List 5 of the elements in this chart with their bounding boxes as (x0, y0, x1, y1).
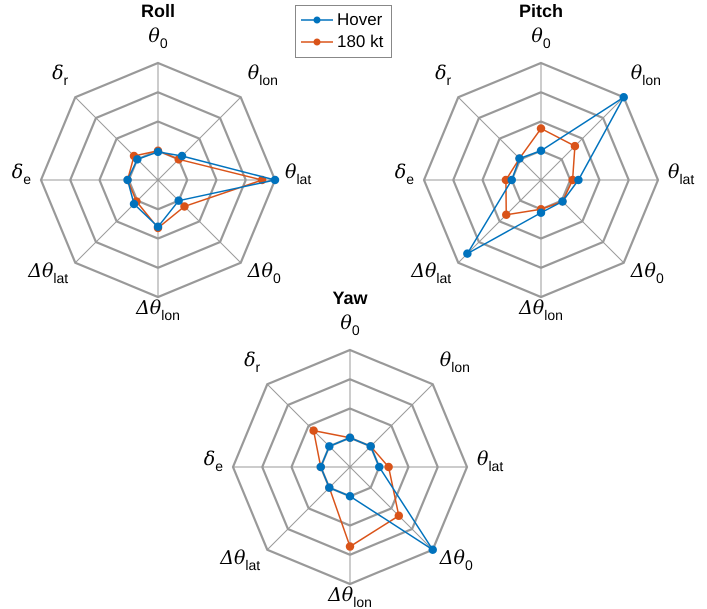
legend-label: 180 kt (337, 32, 384, 52)
chart-title: Pitch (518, 0, 564, 21)
chart-title: Roll (141, 0, 175, 21)
chart-title: Yaw (332, 288, 369, 308)
legend-label: Hover (337, 10, 382, 30)
